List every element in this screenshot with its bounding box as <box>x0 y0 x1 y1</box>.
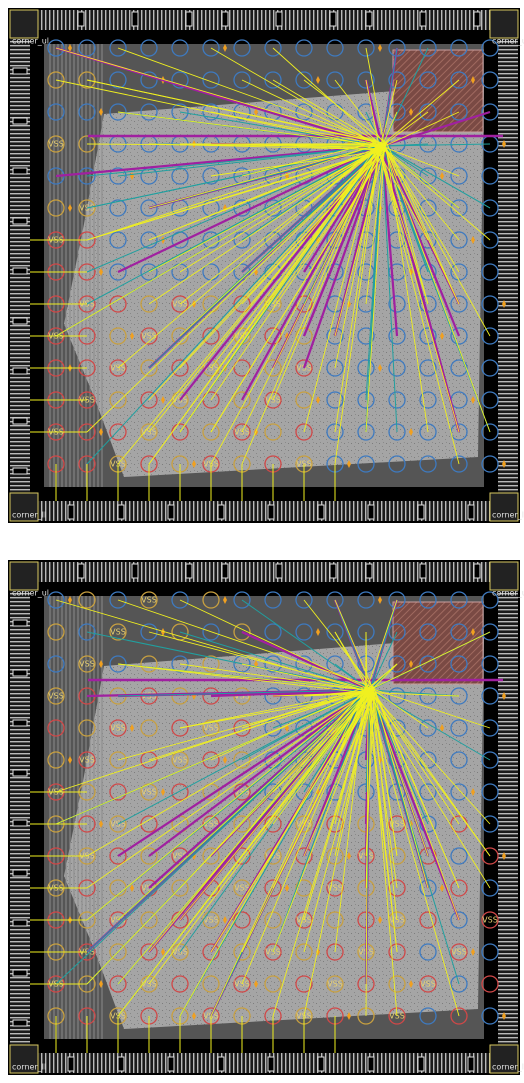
io-pad <box>368 505 374 519</box>
corner-label: corner_ul <box>12 37 49 46</box>
io-pad <box>418 505 424 519</box>
net-label: VSS <box>203 724 219 733</box>
corner-cell <box>490 10 518 38</box>
io-pad <box>13 468 27 474</box>
io-pad <box>330 564 336 578</box>
net-label: VSS <box>79 756 95 765</box>
io-pad <box>218 505 224 519</box>
io-pad <box>420 12 426 26</box>
io-pad <box>13 770 27 776</box>
io-pad <box>78 564 84 578</box>
io-pad <box>168 505 174 519</box>
io-pad <box>468 505 474 519</box>
io-pad <box>268 505 274 519</box>
io-pad <box>13 820 27 826</box>
io-pad <box>13 970 27 976</box>
io-pad <box>13 418 27 424</box>
io-pad <box>13 318 27 324</box>
net-label: VSS <box>141 596 157 605</box>
io-pad <box>186 12 192 26</box>
io-pad <box>420 564 426 578</box>
io-pad <box>132 12 138 26</box>
io-pad <box>118 1057 124 1071</box>
net-label: VSS <box>482 916 498 925</box>
io-pad <box>222 12 228 26</box>
page: {"panels": [ {"corners": {"ul": "corner_… <box>0 0 524 1079</box>
io-pad <box>368 1057 374 1071</box>
pad-ring-right <box>498 38 518 493</box>
io-pad <box>366 12 372 26</box>
net-label: VSS <box>79 660 95 669</box>
net-label: VSS <box>141 332 157 341</box>
corner-label: corner_lr <box>492 1063 524 1072</box>
io-pad <box>418 1057 424 1071</box>
io-pad <box>168 1057 174 1071</box>
io-pad <box>13 1020 27 1026</box>
net-label: VSS <box>48 140 64 149</box>
io-pad <box>132 564 138 578</box>
io-pad <box>13 720 27 726</box>
layout-views: VSS VSS VSS VSS VSS VSS VSS VSS VSS VSS VSS VSS VSS V… <box>0 0 524 1079</box>
io-pad <box>13 218 27 224</box>
pad-ring-right <box>498 590 518 1045</box>
io-pad <box>13 368 27 374</box>
io-pad <box>13 870 27 876</box>
io-pad <box>276 564 282 578</box>
io-pad <box>268 1057 274 1071</box>
net-label: VSS <box>327 980 343 989</box>
corner-label: corner_ur <box>492 37 524 46</box>
net-label: VSS <box>420 980 436 989</box>
io-pad <box>13 920 27 926</box>
io-pad <box>13 620 27 626</box>
io-pad <box>218 1057 224 1071</box>
net-label: VSS <box>141 788 157 797</box>
io-pad <box>13 168 27 174</box>
io-pad <box>318 1057 324 1071</box>
io-pad <box>222 564 228 578</box>
io-pad <box>318 505 324 519</box>
corner-label: corner_ll <box>12 1063 46 1072</box>
net-label: VSS <box>172 756 188 765</box>
io-pad <box>13 268 27 274</box>
io-pad <box>118 505 124 519</box>
corner-cell <box>10 562 38 590</box>
io-pad <box>13 118 27 124</box>
io-pad <box>330 12 336 26</box>
pad-ring-left <box>10 38 30 493</box>
io-pad <box>68 1057 74 1071</box>
io-pad <box>68 505 74 519</box>
pad-ring-left <box>10 590 30 1045</box>
net-label: VSS <box>48 692 64 701</box>
io-pad <box>78 12 84 26</box>
macro-block <box>393 50 483 132</box>
net-label: VSS <box>110 628 126 637</box>
io-pad <box>13 670 27 676</box>
net-label: VSS <box>451 948 467 957</box>
io-pad <box>13 68 27 74</box>
io-pad <box>474 12 480 26</box>
net-label: VSS <box>110 724 126 733</box>
corner-cell <box>490 562 518 590</box>
io-pad <box>468 1057 474 1071</box>
corner-cell <box>10 10 38 38</box>
corner-label: corner_lr <box>492 511 524 520</box>
io-pad <box>366 564 372 578</box>
corner-label: corner_ur <box>492 589 524 598</box>
io-pad <box>186 564 192 578</box>
corner-label: corner_ll <box>12 511 46 520</box>
io-pad <box>474 564 480 578</box>
corner-label: corner_ul <box>12 589 49 598</box>
io-pad <box>276 12 282 26</box>
